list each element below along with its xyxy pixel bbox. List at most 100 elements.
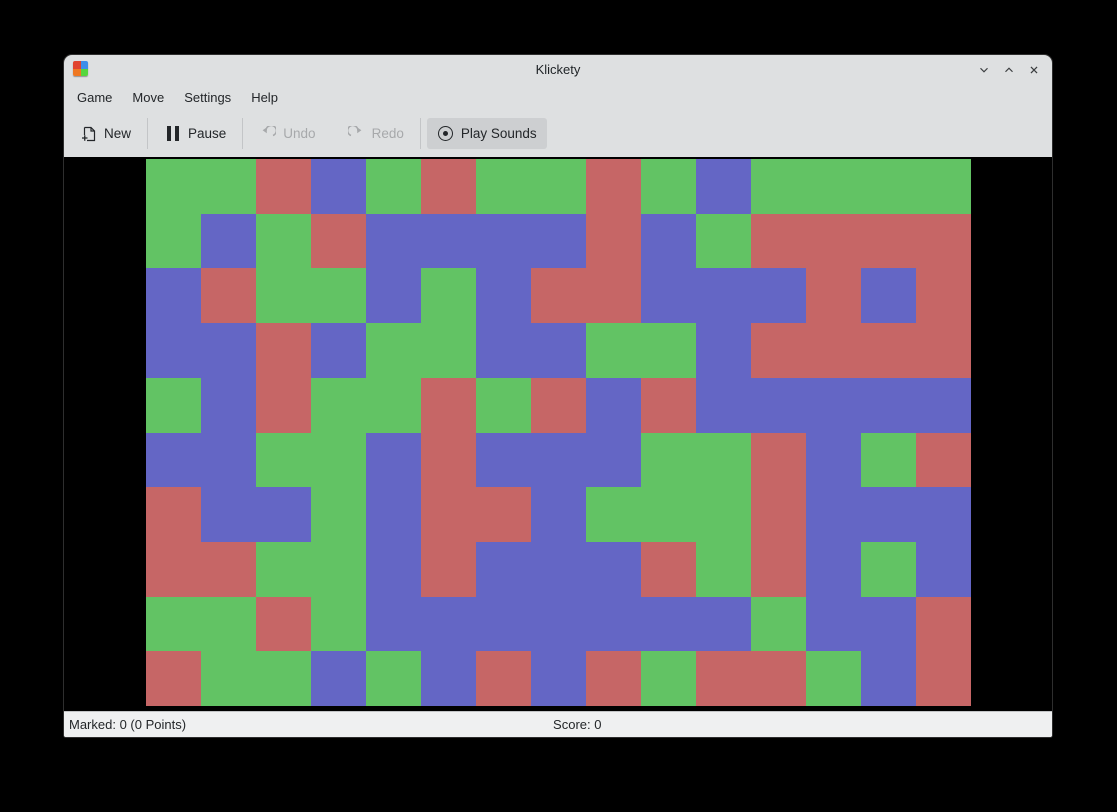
board-cell[interactable]	[806, 487, 861, 542]
board-cell[interactable]	[311, 377, 366, 433]
board-cell[interactable]	[641, 377, 696, 433]
board-cell[interactable]	[476, 377, 531, 433]
board-cell[interactable]	[311, 651, 366, 706]
board-cell[interactable]	[421, 487, 476, 542]
board-cell[interactable]	[201, 541, 256, 597]
board-cell[interactable]	[586, 541, 641, 597]
board-cell[interactable]	[641, 541, 696, 597]
board-cell[interactable]	[366, 541, 421, 597]
board-cell[interactable]	[421, 323, 476, 378]
board-cell[interactable]	[696, 596, 751, 652]
board-cell[interactable]	[751, 213, 806, 269]
board-cell[interactable]	[421, 213, 476, 269]
board-cell[interactable]	[751, 268, 806, 324]
board-cell[interactable]	[256, 487, 311, 542]
board-cell[interactable]	[586, 487, 641, 542]
board-cell[interactable]	[476, 487, 531, 542]
close-button[interactable]	[1026, 62, 1042, 78]
board-cell[interactable]	[916, 487, 971, 542]
board-cell[interactable]	[476, 213, 531, 269]
board-cell[interactable]	[531, 541, 586, 597]
board-cell[interactable]	[256, 651, 311, 706]
board-cell[interactable]	[916, 541, 971, 597]
board-cell[interactable]	[421, 268, 476, 324]
board-cell[interactable]	[806, 323, 861, 378]
board-cell[interactable]	[366, 377, 421, 433]
board-cell[interactable]	[311, 268, 366, 324]
board-cell[interactable]	[751, 541, 806, 597]
board-cell[interactable]	[421, 651, 476, 706]
board-cell[interactable]	[916, 432, 971, 488]
board-cell[interactable]	[311, 487, 366, 542]
new-button[interactable]: New	[70, 118, 141, 149]
board-cell[interactable]	[806, 596, 861, 652]
board-cell[interactable]	[806, 268, 861, 324]
board-cell[interactable]	[531, 487, 586, 542]
board-cell[interactable]	[806, 432, 861, 488]
board-cell[interactable]	[146, 596, 201, 652]
board-cell[interactable]	[861, 651, 916, 706]
board-cell[interactable]	[201, 159, 256, 214]
board-cell[interactable]	[201, 213, 256, 269]
board-cell[interactable]	[586, 651, 641, 706]
board-cell[interactable]	[476, 268, 531, 324]
board-cell[interactable]	[366, 432, 421, 488]
board-cell[interactable]	[311, 213, 366, 269]
board-cell[interactable]	[201, 596, 256, 652]
board-cell[interactable]	[531, 159, 586, 214]
board-cell[interactable]	[476, 596, 531, 652]
menu-move[interactable]: Move	[132, 89, 165, 105]
board-cell[interactable]	[531, 651, 586, 706]
board-cell[interactable]	[806, 377, 861, 433]
board-cell[interactable]	[256, 213, 311, 269]
board-cell[interactable]	[146, 541, 201, 597]
board-cell[interactable]	[201, 268, 256, 324]
board-cell[interactable]	[586, 323, 641, 378]
board-cell[interactable]	[256, 377, 311, 433]
board-cell[interactable]	[586, 377, 641, 433]
board-cell[interactable]	[531, 213, 586, 269]
board-cell[interactable]	[751, 377, 806, 433]
board-cell[interactable]	[421, 541, 476, 597]
board-cell[interactable]	[146, 377, 201, 433]
board-cell[interactable]	[916, 323, 971, 378]
board-cell[interactable]	[311, 432, 366, 488]
board-cell[interactable]	[751, 323, 806, 378]
board-cell[interactable]	[641, 487, 696, 542]
board-cell[interactable]	[641, 432, 696, 488]
board-cell[interactable]	[311, 159, 366, 214]
board-cell[interactable]	[861, 323, 916, 378]
board-cell[interactable]	[861, 268, 916, 324]
board-cell[interactable]	[916, 268, 971, 324]
board-cell[interactable]	[201, 651, 256, 706]
board-cell[interactable]	[256, 541, 311, 597]
board-cell[interactable]	[916, 213, 971, 269]
board-cell[interactable]	[366, 487, 421, 542]
board-cell[interactable]	[146, 651, 201, 706]
board-cell[interactable]	[366, 268, 421, 324]
board-cell[interactable]	[586, 268, 641, 324]
board-cell[interactable]	[586, 213, 641, 269]
board-cell[interactable]	[531, 377, 586, 433]
board-cell[interactable]	[146, 213, 201, 269]
board-cell[interactable]	[641, 596, 696, 652]
board-cell[interactable]	[916, 651, 971, 706]
board-cell[interactable]	[861, 432, 916, 488]
maximize-button[interactable]	[1001, 62, 1017, 78]
board-cell[interactable]	[696, 541, 751, 597]
board-cell[interactable]	[531, 596, 586, 652]
board-cell[interactable]	[806, 213, 861, 269]
board-cell[interactable]	[861, 213, 916, 269]
board-cell[interactable]	[641, 323, 696, 378]
board-cell[interactable]	[256, 596, 311, 652]
board-cell[interactable]	[476, 541, 531, 597]
board-cell[interactable]	[586, 159, 641, 214]
board-cell[interactable]	[366, 159, 421, 214]
board-cell[interactable]	[861, 541, 916, 597]
board-cell[interactable]	[476, 323, 531, 378]
board-cell[interactable]	[256, 268, 311, 324]
board-cell[interactable]	[861, 487, 916, 542]
board-cell[interactable]	[146, 432, 201, 488]
board-cell[interactable]	[421, 432, 476, 488]
board-cell[interactable]	[806, 159, 861, 214]
